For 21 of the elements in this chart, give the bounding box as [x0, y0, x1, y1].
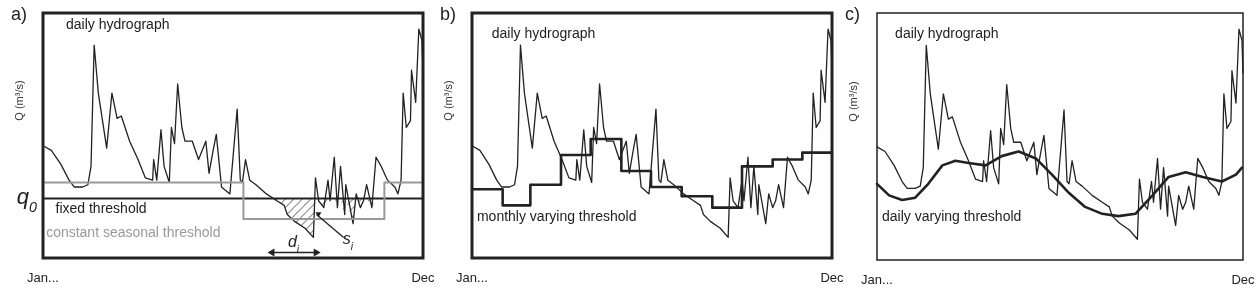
y-axis-title: Q (m³/s): [442, 80, 454, 121]
y-axis-title: Q (m³/s): [847, 81, 859, 122]
series-label: daily hydrograph: [895, 25, 999, 42]
series-label: monthly varying threshold: [476, 208, 637, 225]
x-tick-label: Jan...: [456, 270, 488, 285]
chart-title: b): [440, 4, 457, 24]
x-tick-label: Dec: [1231, 272, 1256, 287]
x-tick-label: Dec: [411, 270, 436, 285]
x-tick-label: Jan...: [861, 272, 893, 287]
ref-line-label: fixed threshold: [55, 200, 147, 217]
series-label: daily varying threshold: [882, 207, 1022, 224]
x-tick-label: Dec: [820, 270, 845, 285]
chart-title: a): [11, 4, 28, 24]
x-tick-label: Jan...: [27, 270, 59, 285]
chart-title: c): [845, 4, 860, 24]
y-axis-title: Q (m³/s): [13, 80, 25, 121]
text: daily hydrograph: [65, 16, 170, 33]
series-label: constant seasonal threshold: [46, 224, 221, 241]
series-label: daily hydrograph: [491, 25, 596, 42]
annotation: s$_{i}$: [342, 230, 354, 252]
text: q$_{0}$: [16, 184, 38, 216]
